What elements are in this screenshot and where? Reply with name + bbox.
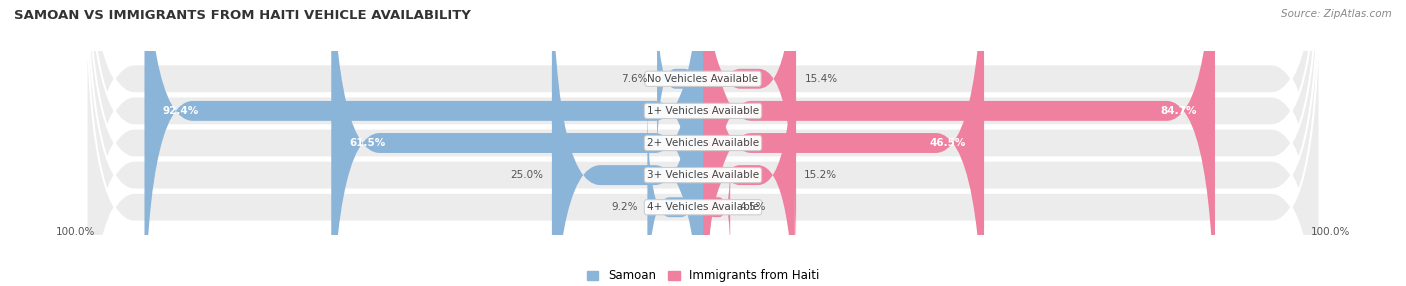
- FancyBboxPatch shape: [86, 0, 1320, 286]
- FancyBboxPatch shape: [703, 0, 794, 286]
- FancyBboxPatch shape: [703, 0, 1215, 286]
- Text: 61.5%: 61.5%: [350, 138, 385, 148]
- FancyBboxPatch shape: [332, 0, 703, 286]
- Text: 4.5%: 4.5%: [740, 202, 766, 212]
- Text: 15.4%: 15.4%: [806, 74, 838, 84]
- FancyBboxPatch shape: [86, 0, 1320, 286]
- FancyBboxPatch shape: [86, 0, 1320, 286]
- Text: 100.0%: 100.0%: [1310, 227, 1350, 237]
- Text: 15.2%: 15.2%: [804, 170, 837, 180]
- Text: Source: ZipAtlas.com: Source: ZipAtlas.com: [1281, 9, 1392, 19]
- Text: 92.4%: 92.4%: [163, 106, 198, 116]
- Legend: Samoan, Immigrants from Haiti: Samoan, Immigrants from Haiti: [582, 265, 824, 286]
- Text: 1+ Vehicles Available: 1+ Vehicles Available: [647, 106, 759, 116]
- Text: 4+ Vehicles Available: 4+ Vehicles Available: [647, 202, 759, 212]
- FancyBboxPatch shape: [703, 0, 984, 286]
- Text: 84.7%: 84.7%: [1160, 106, 1197, 116]
- Text: 7.6%: 7.6%: [621, 74, 648, 84]
- FancyBboxPatch shape: [657, 0, 703, 166]
- Text: No Vehicles Available: No Vehicles Available: [648, 74, 758, 84]
- FancyBboxPatch shape: [703, 159, 730, 255]
- FancyBboxPatch shape: [703, 0, 796, 267]
- Text: 3+ Vehicles Available: 3+ Vehicles Available: [647, 170, 759, 180]
- FancyBboxPatch shape: [86, 0, 1320, 286]
- Text: 46.5%: 46.5%: [929, 138, 966, 148]
- Text: 25.0%: 25.0%: [510, 170, 543, 180]
- Text: SAMOAN VS IMMIGRANTS FROM HAITI VEHICLE AVAILABILITY: SAMOAN VS IMMIGRANTS FROM HAITI VEHICLE …: [14, 9, 471, 21]
- Text: 9.2%: 9.2%: [612, 202, 638, 212]
- FancyBboxPatch shape: [647, 99, 703, 286]
- FancyBboxPatch shape: [86, 0, 1320, 286]
- FancyBboxPatch shape: [553, 0, 703, 286]
- Text: 2+ Vehicles Available: 2+ Vehicles Available: [647, 138, 759, 148]
- Text: 100.0%: 100.0%: [56, 227, 96, 237]
- FancyBboxPatch shape: [145, 0, 703, 286]
